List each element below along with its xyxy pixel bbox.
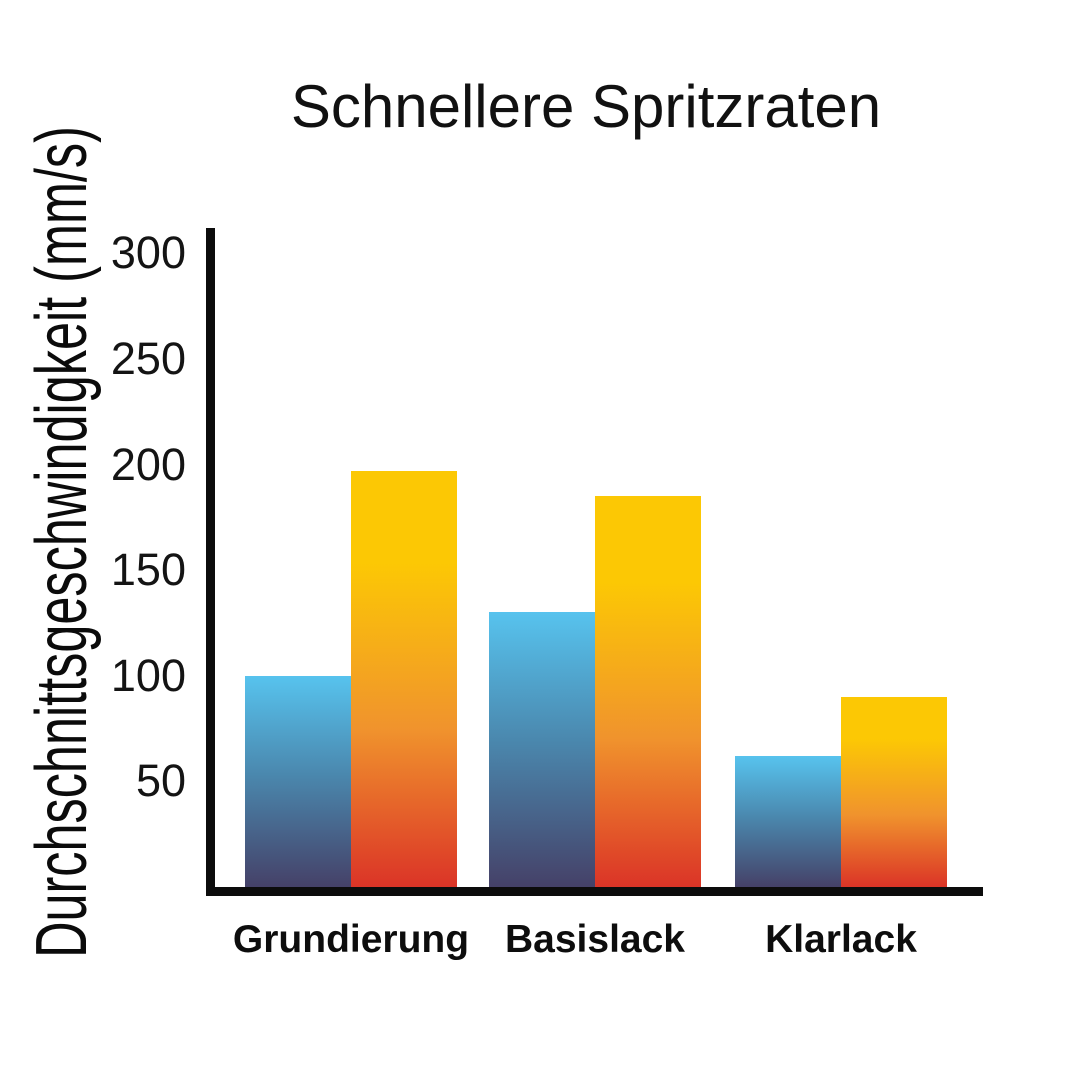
y-axis-line (206, 228, 215, 896)
y-axis-label: Durchschnittsgeschwindigkeit (mm/s) (22, 126, 102, 958)
bar-klarlack-series-2-orange (841, 697, 947, 887)
category-label-grundierung: Grundierung (232, 918, 470, 961)
y-tick-label-250: 250 (110, 333, 186, 384)
y-tick-label-300: 300 (110, 227, 186, 279)
y-tick-label-100: 100 (110, 649, 186, 701)
chart-title: Schnellere Spritzraten (290, 73, 882, 140)
category-label-klarlack: Klarlack (765, 918, 917, 961)
bar-klarlack-series-1-blue (735, 756, 841, 887)
y-tick-label-150: 150 (110, 544, 186, 596)
y-tick-label-50: 50 (135, 755, 186, 807)
bar-basislack-series-1-blue (489, 612, 595, 887)
bar-basislack-series-2-orange (595, 496, 701, 887)
x-axis-line (206, 887, 983, 896)
bar-grundierung-series-1-blue (245, 676, 351, 887)
y-tick-label-200: 200 (110, 438, 186, 490)
bar-grundierung-series-2-orange (351, 471, 457, 887)
category-label-basislack: Basislack (505, 918, 685, 961)
